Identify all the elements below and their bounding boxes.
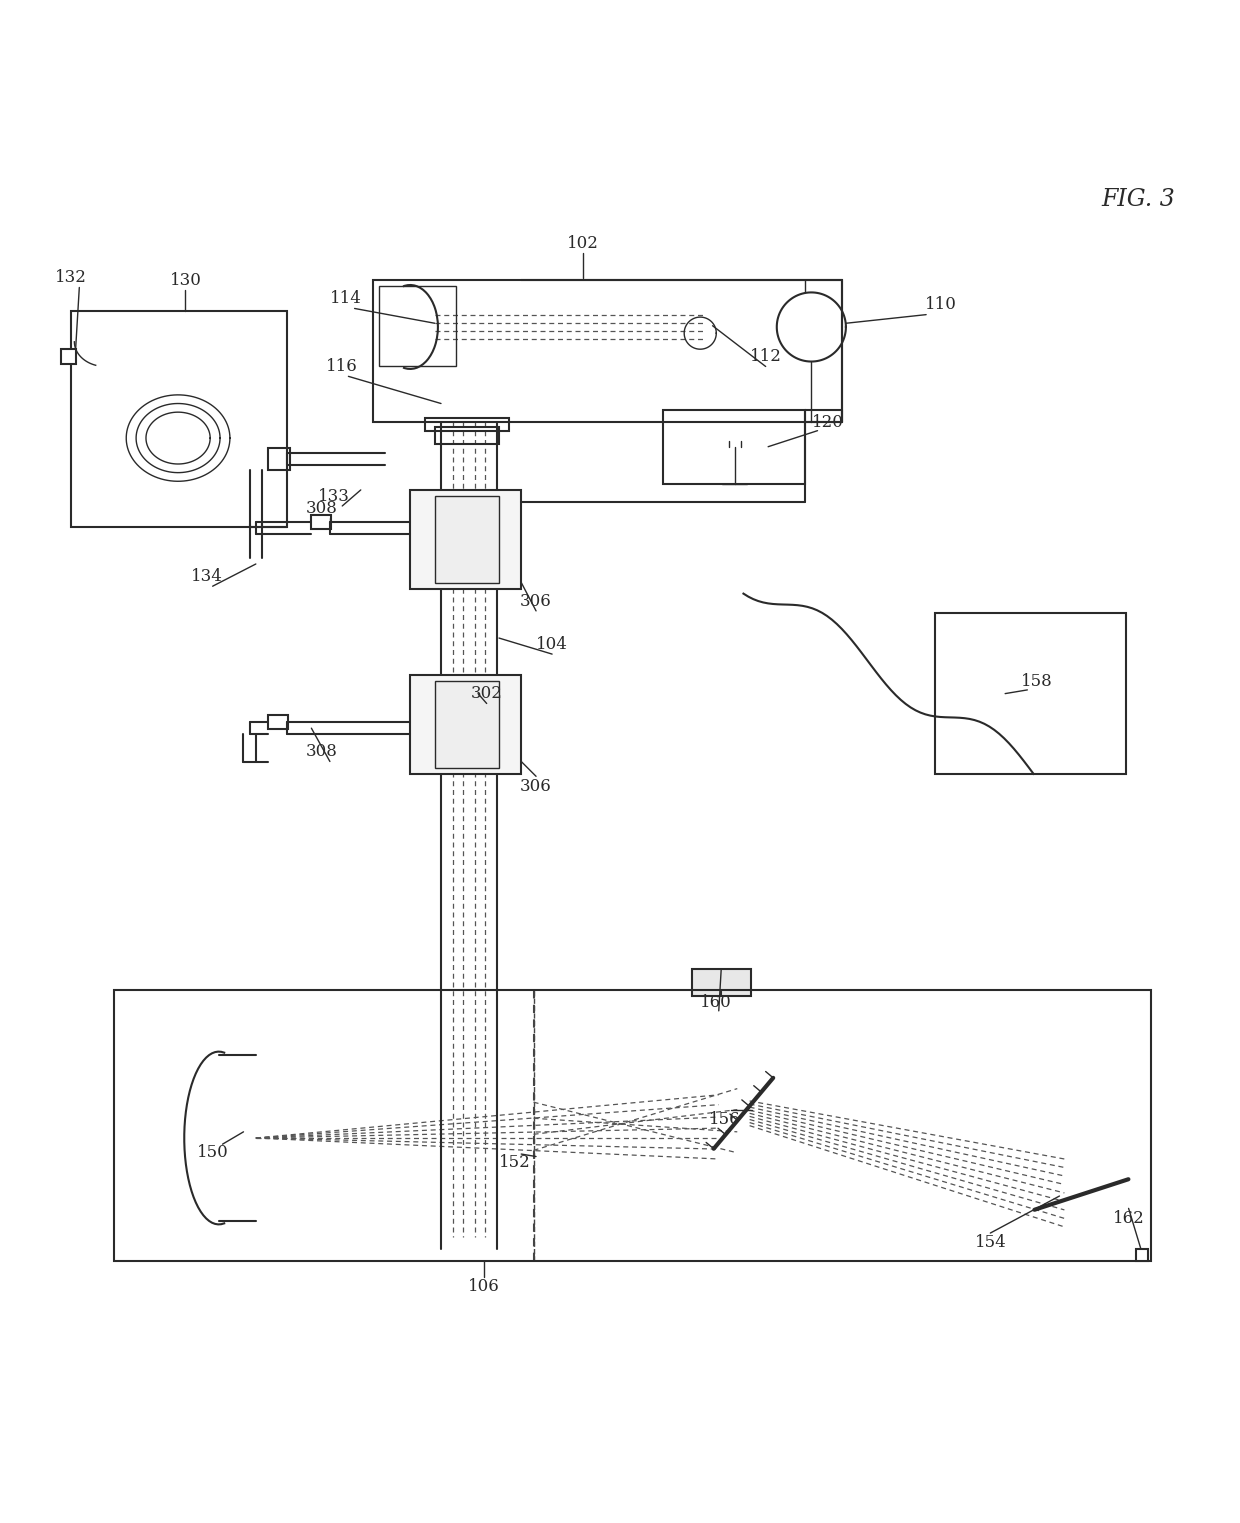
Bar — [268, 448, 290, 471]
Text: 116: 116 — [326, 358, 358, 375]
Bar — [379, 286, 456, 367]
Text: 106: 106 — [469, 1278, 500, 1295]
Bar — [1136, 1249, 1148, 1261]
Text: 158: 158 — [1022, 673, 1053, 690]
Text: 112: 112 — [750, 349, 781, 366]
Text: 130: 130 — [170, 271, 201, 288]
Text: 114: 114 — [330, 289, 362, 308]
Bar — [663, 410, 805, 484]
Text: 132: 132 — [55, 270, 87, 286]
Bar — [373, 280, 842, 422]
Bar — [410, 490, 521, 589]
Bar — [114, 990, 1151, 1261]
Bar — [71, 311, 286, 527]
Text: 160: 160 — [701, 993, 732, 1011]
Text: 110: 110 — [925, 297, 957, 314]
Text: 104: 104 — [536, 635, 568, 653]
Text: 102: 102 — [567, 235, 599, 251]
Bar — [435, 681, 498, 768]
Text: 306: 306 — [521, 778, 552, 795]
Text: FIG. 3: FIG. 3 — [1101, 189, 1176, 212]
Text: 120: 120 — [811, 414, 843, 431]
Bar — [935, 614, 1126, 774]
Text: 308: 308 — [305, 500, 337, 516]
Bar — [311, 515, 331, 530]
Bar — [410, 675, 521, 774]
Bar — [692, 969, 751, 996]
Text: 152: 152 — [500, 1154, 531, 1171]
Bar — [425, 419, 508, 431]
Bar — [61, 349, 76, 364]
Bar — [435, 496, 498, 582]
Text: 156: 156 — [709, 1110, 740, 1129]
Bar — [268, 714, 288, 730]
Text: 154: 154 — [975, 1235, 1006, 1252]
Bar — [435, 426, 498, 445]
Text: 162: 162 — [1112, 1209, 1145, 1226]
Text: 302: 302 — [471, 685, 502, 702]
Text: 134: 134 — [191, 568, 222, 585]
Text: 150: 150 — [197, 1144, 228, 1162]
Text: 306: 306 — [521, 592, 552, 609]
Text: 308: 308 — [305, 743, 337, 760]
Text: 133: 133 — [317, 487, 350, 504]
